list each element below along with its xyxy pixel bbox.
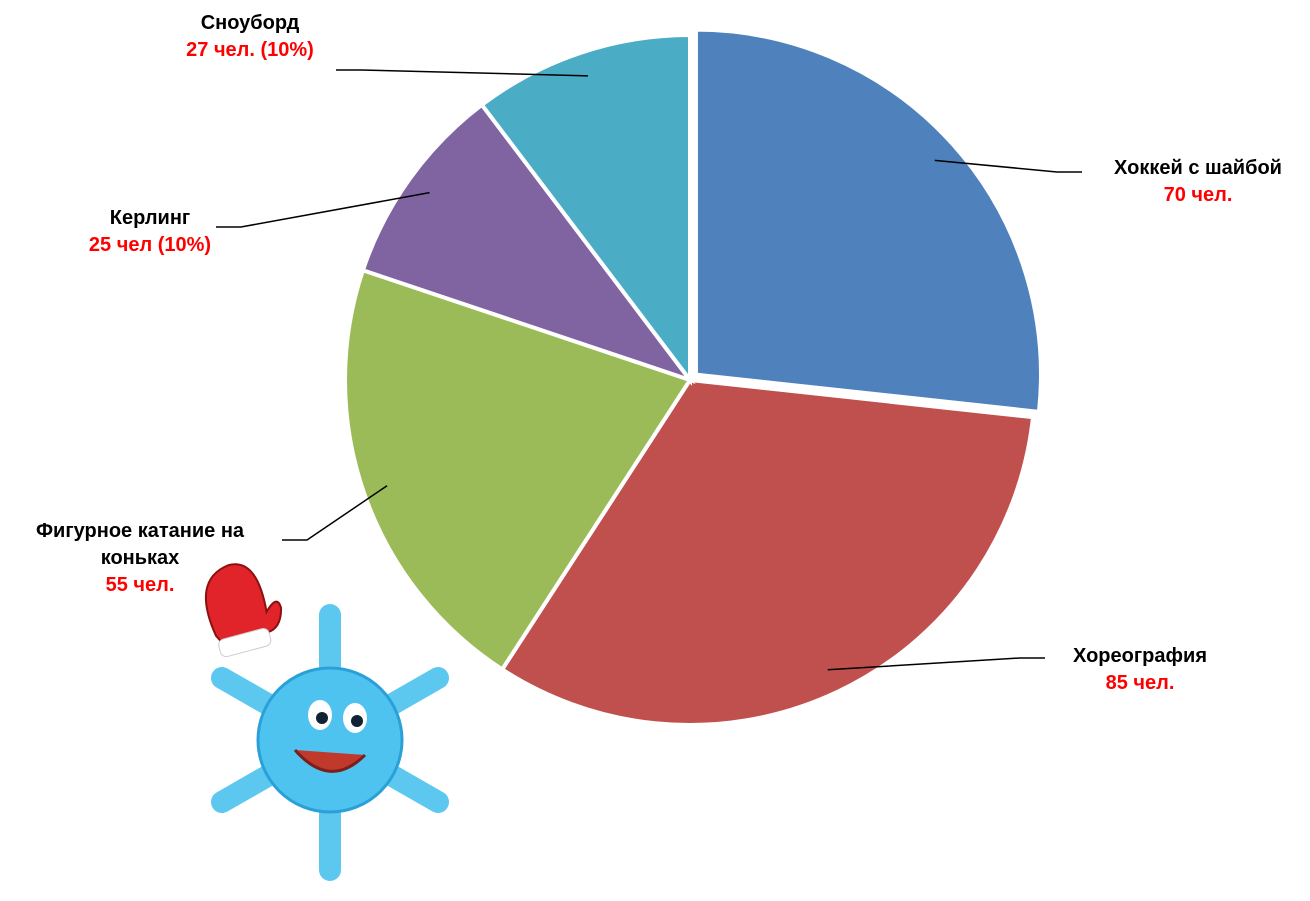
leader-line: [336, 69, 588, 77]
category-label: Керлинг: [109, 207, 191, 229]
leader-line: [934, 159, 1082, 173]
mouth: [293, 749, 367, 773]
value-label: 55 чел.: [105, 574, 175, 596]
slice-label: Фигурное катание на коньках 55 чел.: [0, 518, 280, 599]
pie-slice: [360, 102, 696, 384]
pupil: [316, 712, 328, 724]
category-label: Хоккей с шайбой: [1114, 157, 1282, 179]
slice-label: Хореография 85 чел.: [1010, 643, 1270, 697]
value-label: 85 чел.: [1105, 672, 1175, 694]
value-label: 27 чел. (10%): [186, 39, 314, 61]
category-label: Фигурное катание на коньках: [35, 520, 245, 569]
category-label: Сноуборд: [200, 12, 300, 34]
pie-slice: [343, 267, 694, 673]
slice-label: Сноуборд 27 чел. (10%): [120, 10, 380, 64]
leader-line: [216, 191, 430, 228]
value-label: 70 чел.: [1163, 184, 1233, 206]
pie-slice: [479, 32, 692, 386]
value-label: 25 чел (10%): [88, 234, 212, 256]
pie-slice: [693, 27, 1043, 415]
leader-line: [282, 485, 388, 541]
snowflake-body: [256, 666, 404, 814]
slice-label: Керлинг 25 чел (10%): [20, 205, 280, 259]
snowflake-illustration: [204, 563, 449, 881]
category-label: Хореография: [1073, 645, 1207, 667]
slice-label: Хоккей с шайбой 70 чел.: [1068, 155, 1310, 209]
pupil: [351, 715, 363, 727]
leader-line: [827, 657, 1045, 671]
mitten: [204, 563, 283, 658]
